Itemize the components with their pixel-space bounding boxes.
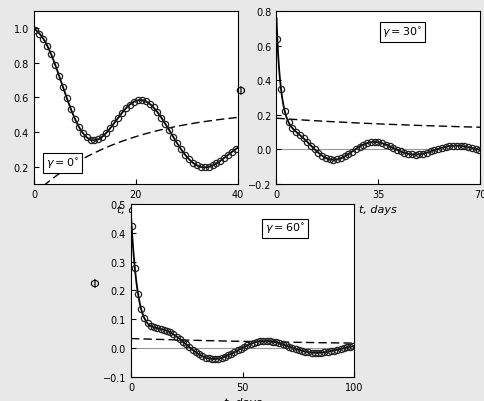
- X-axis label: t, days: t, days: [117, 205, 154, 215]
- Text: $\gamma = 0^{\circ}$: $\gamma = 0^{\circ}$: [46, 157, 79, 171]
- Y-axis label: Φ: Φ: [234, 85, 244, 98]
- Text: $\gamma = 60^{\circ}$: $\gamma = 60^{\circ}$: [264, 222, 304, 236]
- Y-axis label: Φ: Φ: [89, 278, 99, 291]
- X-axis label: t, days: t, days: [359, 205, 396, 215]
- X-axis label: t, days: t, days: [223, 397, 261, 401]
- Text: $\gamma = 30^{\circ}$: $\gamma = 30^{\circ}$: [381, 26, 422, 40]
